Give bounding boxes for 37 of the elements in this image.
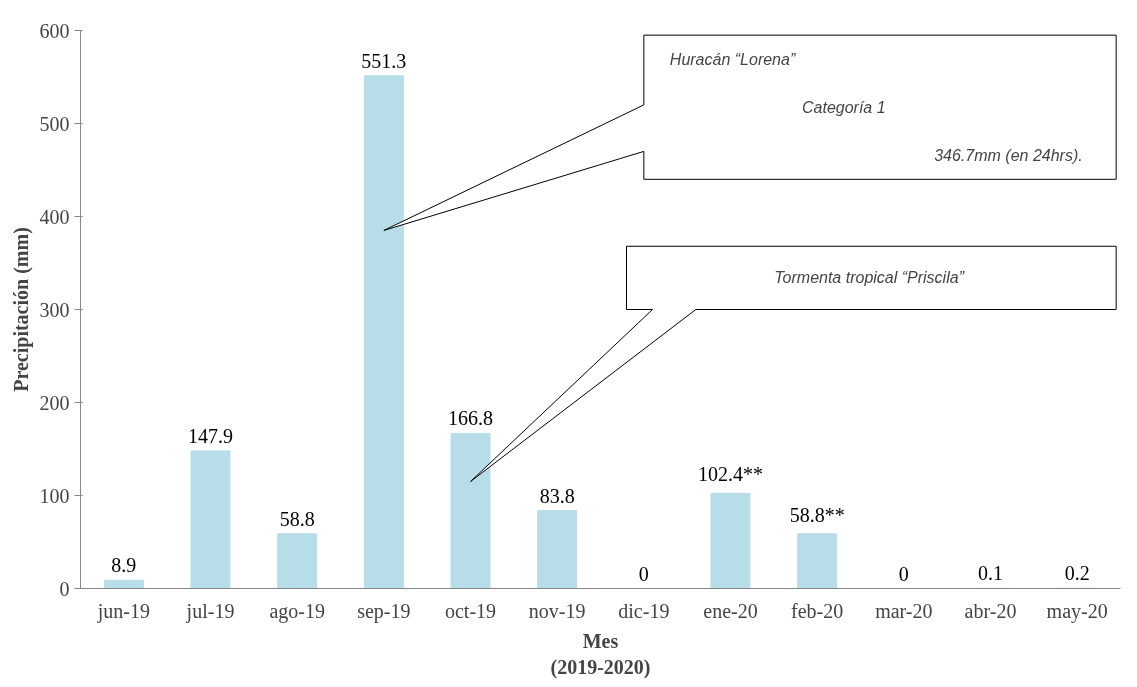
y-tick-label: 500: [39, 112, 70, 135]
x-tick-label: may-20: [1046, 599, 1108, 623]
data-label: 83.8: [539, 484, 575, 507]
annotation: Categoría 1: [802, 98, 886, 116]
x-tick-label: ago-19: [269, 599, 325, 623]
y-tick-label: 0: [59, 577, 70, 600]
x-tick-label: mar-20: [875, 599, 933, 622]
x-tick-label: abr-20: [964, 599, 1017, 622]
annotation: 346.7mm (en 24hrs).: [934, 146, 1083, 164]
data-label: 551.3: [361, 49, 407, 72]
x-tick-label: nov-19: [528, 599, 586, 622]
x-tick-label: sep-19: [357, 599, 411, 623]
x-tick-label: dic-19: [618, 599, 670, 622]
data-label: 102.4**: [698, 463, 763, 486]
annotation: Tormenta tropical “Priscila”: [774, 269, 965, 287]
x-tick-label: oct-19: [444, 599, 497, 622]
annotation: Huracán “Lorena”: [669, 50, 796, 68]
x-tick-label: ene-20: [703, 599, 758, 622]
data-label: 0.2: [1064, 562, 1090, 585]
data-label: 147.9: [188, 424, 233, 447]
x-tick-label: jun-19: [96, 599, 150, 623]
data-label: 166.8: [448, 407, 493, 430]
data-label: 8.9: [111, 554, 137, 577]
x-tick-label: jul-19: [185, 599, 235, 623]
data-label: 0: [638, 562, 649, 585]
y-tick-label: 600: [39, 19, 70, 42]
y-tick-label: 200: [39, 391, 70, 414]
data-label: 58.8**: [789, 503, 845, 526]
y-tick-label: 300: [39, 298, 70, 321]
x-axis-title: Mes (2019-2020): [550, 629, 651, 679]
y-tick-label: 100: [39, 484, 70, 507]
x-tick-label: feb-20: [791, 599, 844, 622]
data-label: 58.8: [279, 507, 315, 530]
data-label: 0: [898, 562, 909, 585]
data-label: 0.1: [978, 562, 1003, 585]
y-tick-label: 400: [39, 205, 70, 228]
y-axis-title: Precipitación (mm): [9, 227, 33, 392]
